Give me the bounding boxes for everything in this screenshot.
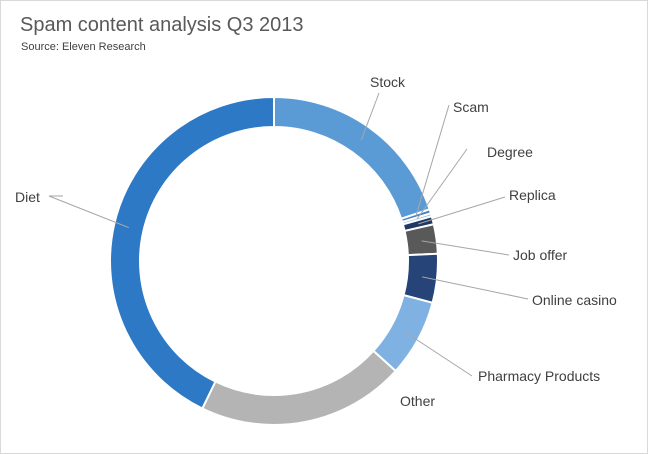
slice-job-offer <box>403 223 439 257</box>
slice-diet <box>109 95 275 410</box>
leader-line-job-offer <box>421 240 510 256</box>
chart-subtitle: Source: Eleven Research <box>21 41 146 53</box>
slice-online-casino <box>402 252 439 305</box>
leader-line-online-casino <box>422 276 529 300</box>
leader-line-stock <box>360 92 380 141</box>
slice-label-degree: Degree <box>487 144 533 160</box>
slice-label-scam: Scam <box>453 99 489 115</box>
slice-label-job-offer: Job offer <box>513 247 568 263</box>
slice-label-stock: Stock <box>370 74 406 90</box>
slice-label-pharmacy-products: Pharmacy Products <box>478 368 600 384</box>
chart-title: Spam content analysis Q3 2013 <box>20 14 304 36</box>
slice-label-replica: Replica <box>509 187 556 203</box>
slice-label-other: Other <box>400 393 435 409</box>
leader-line-diet <box>48 195 129 229</box>
leader-line-degree <box>416 148 468 220</box>
leader-line-scam <box>415 104 450 216</box>
leader-line-replica <box>418 196 506 225</box>
slice-label-diet: Diet <box>15 189 40 205</box>
slice-label-online-casino: Online casino <box>532 292 617 308</box>
leader-line-pharmacy-products <box>404 331 473 377</box>
slice-other <box>200 349 398 426</box>
slice-stock <box>273 95 431 221</box>
